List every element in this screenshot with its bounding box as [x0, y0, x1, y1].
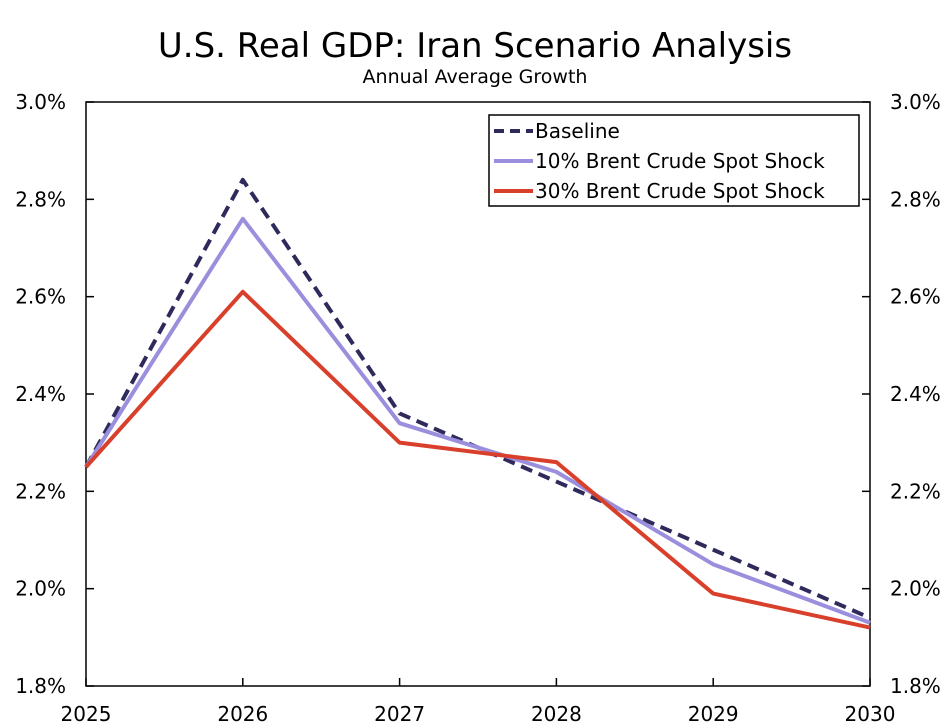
legend: Baseline 10% Brent Crude Spot Shock 30% Br… [488, 114, 860, 207]
chart-title: U.S. Real GDP: Iran Scenario Analysis [158, 26, 792, 66]
y-tick-label-left: 1.8% [15, 674, 66, 698]
y-tick-label-left: 2.8% [15, 187, 66, 211]
y-tick-label-left: 2.4% [15, 382, 66, 406]
x-tick-label: 2027 [374, 702, 425, 726]
y-tick-label-right: 2.2% [890, 479, 941, 503]
legend-label-1: Baseline [535, 119, 620, 143]
y-tick-label-right: 3.0% [890, 90, 941, 114]
x-tick-label: 2029 [688, 702, 739, 726]
y-tick-label-left: 2.6% [15, 285, 66, 309]
x-tick-label: 2030 [845, 702, 896, 726]
y-tick-label-left: 3.0% [15, 90, 66, 114]
chart-subtitle: Annual Average Growth [363, 66, 588, 88]
y-tick-label-right: 2.8% [890, 187, 941, 211]
series-line-3 [84, 289, 871, 630]
series-lines [84, 177, 871, 630]
series-line-1 [84, 177, 871, 620]
legend-label-2: 10% Brent Crude Spot Shock [535, 149, 825, 173]
axes: 1.8% 1.8% 2.0% 2.0% 2.2% 2.2% 2.4% 2.4% 2.6% 2.6%… [15, 90, 941, 726]
y-tick-label-left: 2.0% [15, 577, 66, 601]
legend-label-3: 30% Brent Crude Spot Shock [535, 179, 825, 203]
y-tick-label-right: 1.8% [890, 674, 941, 698]
y-tick-label-left: 2.2% [15, 479, 66, 503]
y-tick-label-right: 2.0% [890, 577, 941, 601]
x-tick-label: 2028 [531, 702, 582, 726]
series-line-2 [84, 216, 871, 625]
x-tick-label: 2026 [217, 702, 268, 726]
legend-box [488, 114, 860, 207]
x-tick-label: 2025 [61, 702, 112, 726]
y-tick-label-right: 2.4% [890, 382, 941, 406]
y-tick-label-right: 2.6% [890, 285, 941, 309]
